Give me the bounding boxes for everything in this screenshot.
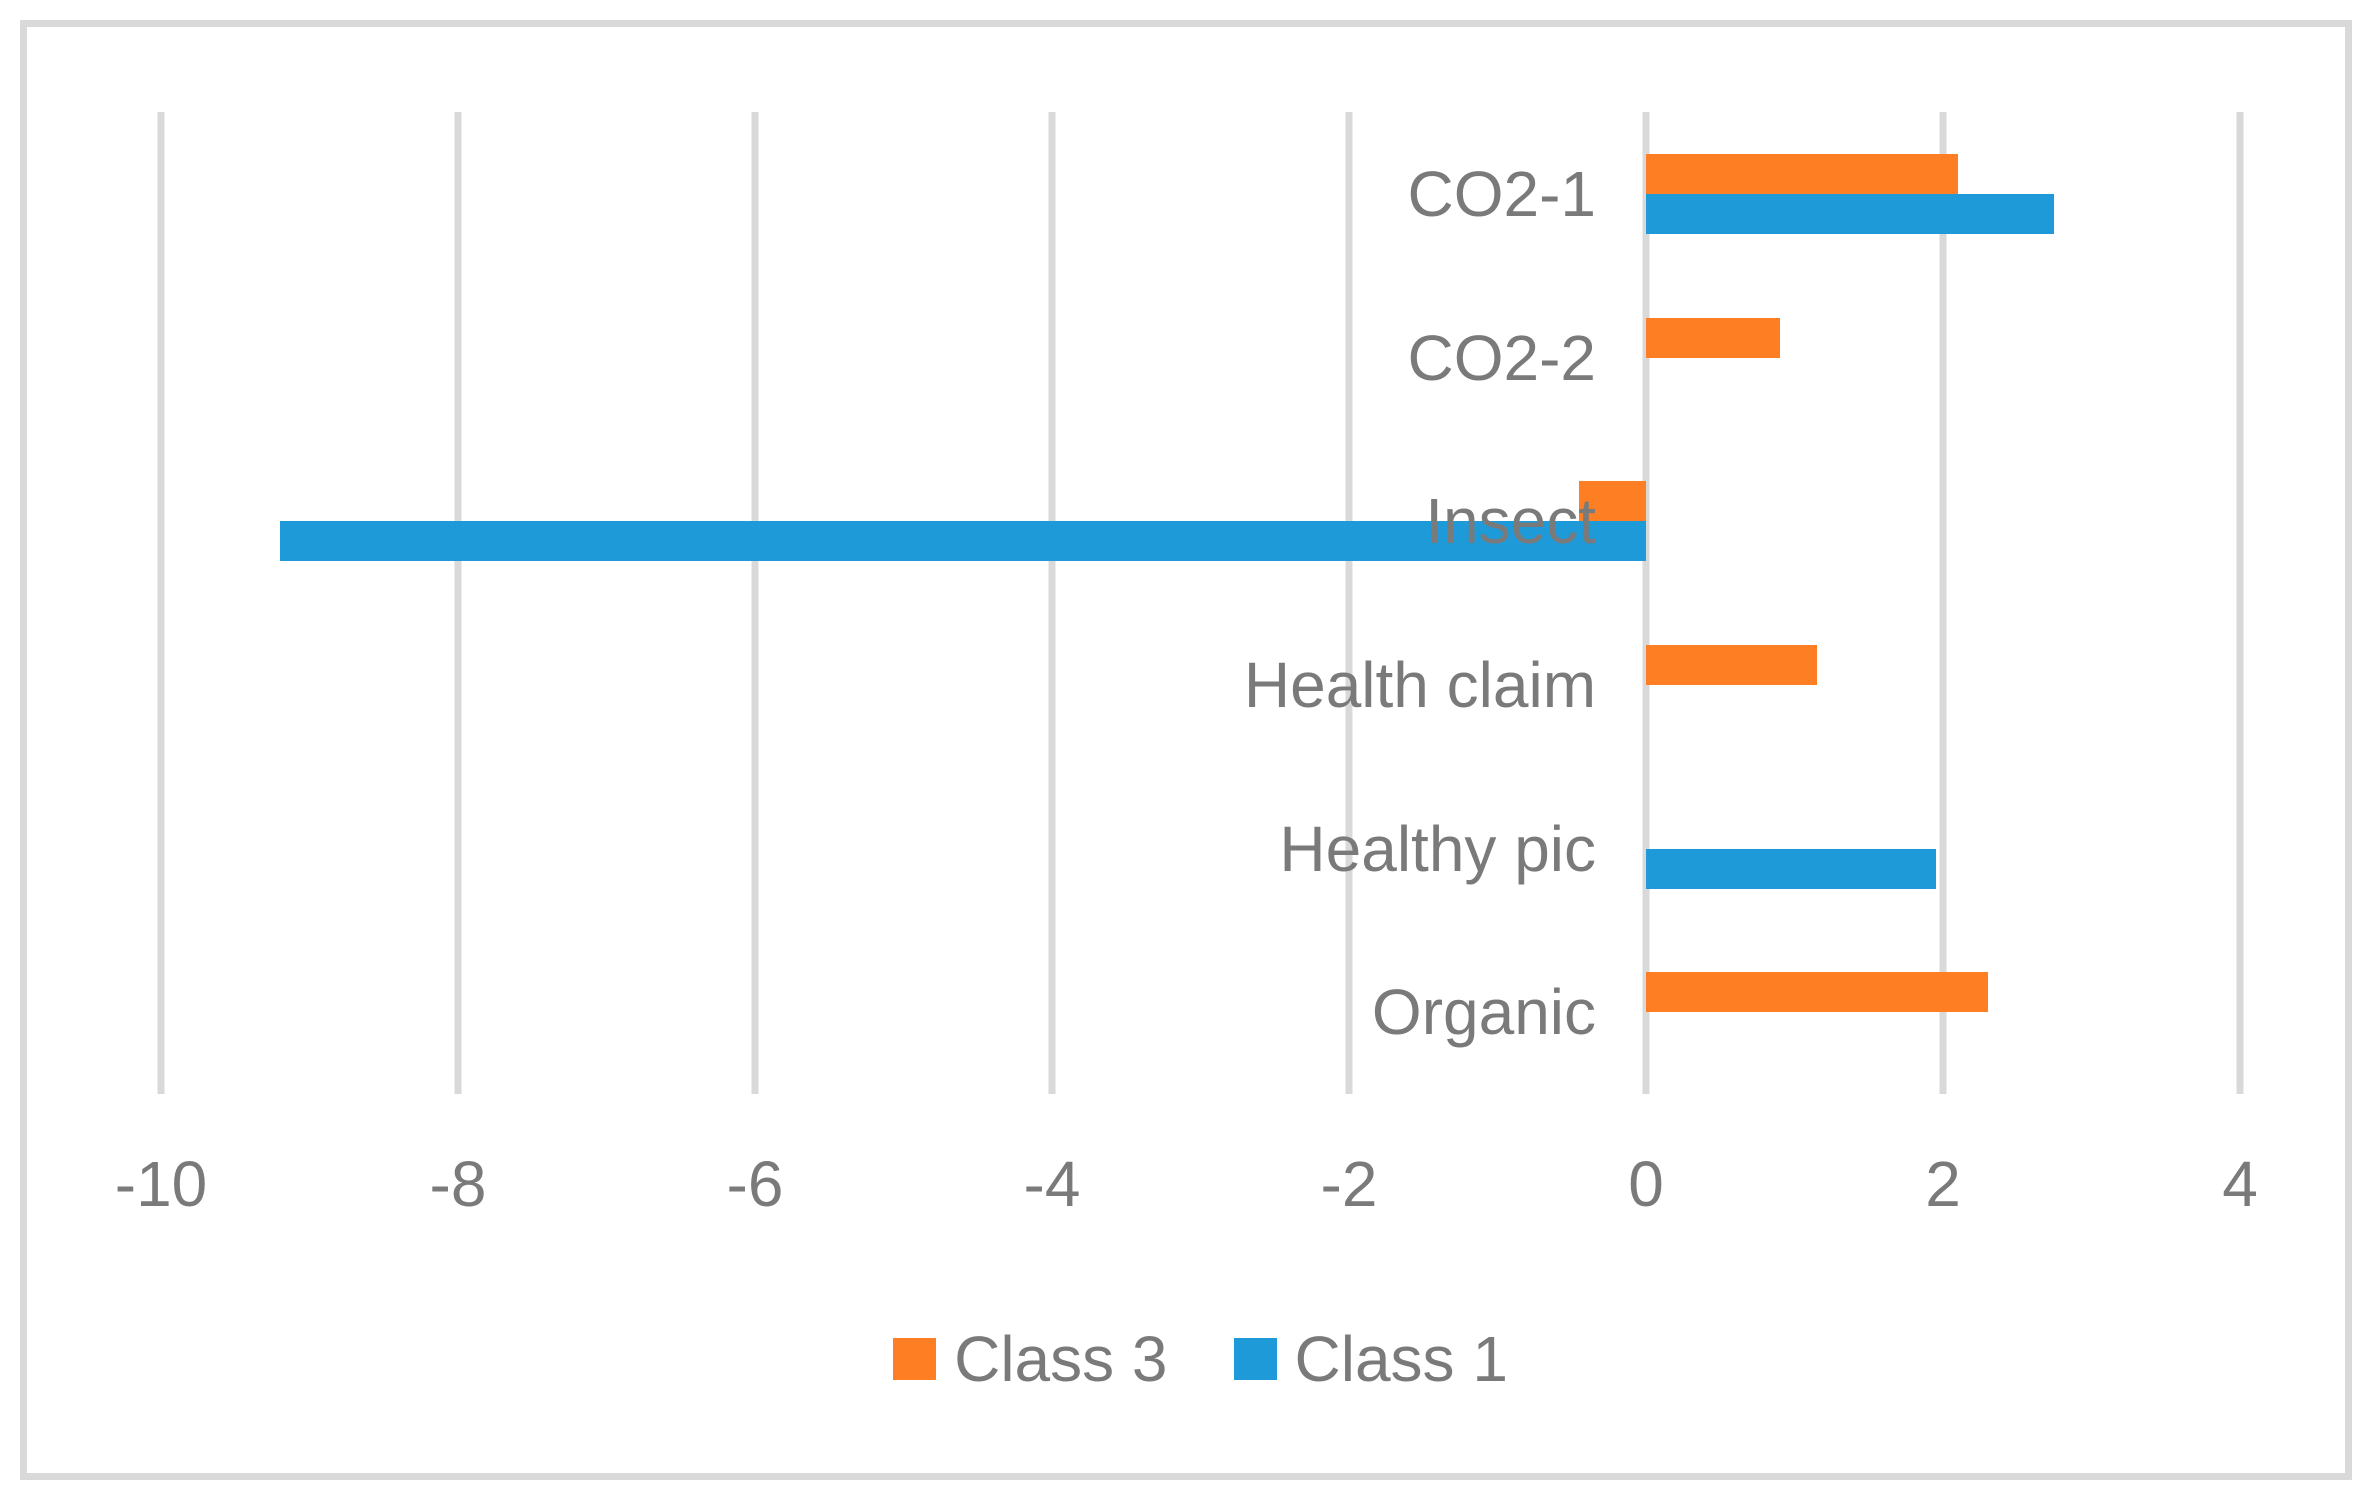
bar-class-3-health-claim [1646, 644, 1817, 685]
x-tick-label--2: -2 [1320, 1148, 1378, 1220]
x-tick-label-0: 0 [1628, 1148, 1664, 1220]
x-tick-label--4: -4 [1023, 1148, 1081, 1220]
gridline--10 [157, 112, 165, 1094]
category-label-healthy-pic: Healthy pic [1279, 812, 1596, 885]
x-tick-label-4: 4 [2222, 1148, 2258, 1220]
x-tick-label-2: 2 [1925, 1148, 1961, 1220]
gridline--8 [454, 112, 462, 1094]
legend-swatch-icon [1233, 1338, 1277, 1380]
category-label-insect: Insect [1425, 485, 1596, 558]
x-tick-label--10: -10 [114, 1148, 208, 1220]
bar-class-3-co2-1 [1646, 153, 1958, 194]
chart-frame [20, 20, 2352, 1480]
legend: Class 3 Class 1 [161, 1326, 2240, 1392]
gridline--4 [1048, 112, 1056, 1094]
gridline-4 [2236, 112, 2244, 1094]
category-label-co2-2: CO2-2 [1407, 321, 1597, 394]
x-tick-label--6: -6 [726, 1148, 784, 1220]
bar-class-1-co2-1 [1646, 193, 2055, 234]
x-tick-label--8: -8 [429, 1148, 487, 1220]
legend-swatch-icon [893, 1338, 937, 1380]
legend-label: Class 1 [1294, 1323, 1508, 1395]
category-label-organic: Organic [1371, 976, 1596, 1049]
category-label-co2-1: CO2-1 [1407, 157, 1597, 230]
bar-class-3-insect [1579, 481, 1646, 522]
bar-class-3-co2-2 [1646, 317, 1780, 358]
gridline-0 [1642, 112, 1650, 1094]
gridline-2 [1939, 112, 1947, 1094]
plot-area [157, 112, 2244, 1094]
legend-entry-class-1: Class 1 [1233, 1323, 1508, 1395]
legend-label: Class 3 [954, 1323, 1168, 1395]
bar-class-1-insect [279, 521, 1646, 562]
gridline--6 [751, 112, 759, 1094]
bar-class-3-organic [1646, 972, 1988, 1013]
gridline--2 [1345, 112, 1353, 1094]
category-label-health-claim: Health claim [1243, 648, 1596, 721]
legend-entry-class-3: Class 3 [893, 1323, 1168, 1395]
bar-class-1-healthy-pic [1646, 848, 1936, 889]
